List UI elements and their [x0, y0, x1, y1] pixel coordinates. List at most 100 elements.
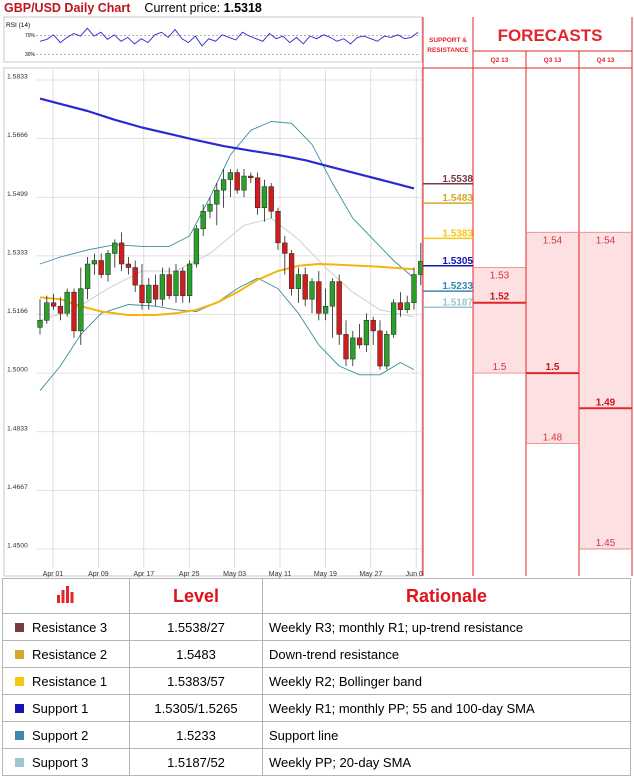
- candle: [152, 274, 159, 307]
- candle: [207, 197, 213, 219]
- level-color-swatch: [15, 623, 24, 633]
- forecast-quarter-label: Q3 13: [544, 57, 562, 64]
- candle-body: [98, 260, 104, 275]
- level-value: 1.5538/27: [129, 613, 263, 641]
- candle: [214, 183, 220, 226]
- candle-body: [343, 334, 349, 360]
- y-tick-label: 1.5833: [7, 74, 28, 81]
- level-value: 1.5233: [129, 721, 263, 749]
- candle-body: [377, 330, 383, 367]
- x-tick-label: May 11: [269, 571, 292, 578]
- y-tick-label: 1.5499: [7, 191, 28, 198]
- candle: [64, 288, 70, 317]
- candle: [377, 320, 383, 370]
- forecast-high-label: 1.53: [490, 271, 510, 282]
- candle-body: [418, 260, 424, 275]
- level-row: Resistance 3 1.5538/27 Weekly R3; monthly …: [2, 613, 631, 641]
- sr-header-line2: RESISTANCE: [427, 47, 469, 54]
- candle: [84, 256, 91, 300]
- candle: [356, 323, 363, 349]
- sr-level-label: 1.5305: [442, 256, 473, 267]
- candle: [159, 267, 166, 307]
- candle-body: [64, 291, 70, 314]
- candle-body: [37, 320, 43, 328]
- candle-body: [329, 281, 336, 307]
- level-column-header: Level: [129, 578, 263, 614]
- bollinger-lower-line: [39, 277, 415, 391]
- sma-55-line: [39, 263, 415, 316]
- candle: [112, 239, 118, 268]
- candle-body: [322, 305, 329, 314]
- candle-body: [350, 337, 356, 360]
- candle-body: [275, 210, 281, 244]
- forecast-median-label: 1.52: [490, 292, 510, 303]
- candle: [105, 249, 111, 282]
- level-name: Support 3: [32, 755, 89, 771]
- candle: [411, 267, 417, 310]
- candle-body: [180, 270, 186, 296]
- level-value: 1.5305/1.5265: [129, 694, 263, 722]
- candle: [220, 169, 227, 208]
- candle-body: [295, 274, 302, 289]
- candle-body: [404, 302, 410, 311]
- level-row: Resistance 1 1.5383/57 Weekly R2; Bollinge…: [2, 667, 631, 695]
- candle-body: [105, 253, 111, 275]
- candle: [322, 288, 329, 321]
- level-name: Resistance 1: [32, 674, 108, 690]
- candle: [295, 267, 302, 303]
- level-color-swatch: [15, 704, 24, 714]
- y-tick-label: 1.5166: [7, 308, 28, 315]
- candle: [91, 253, 98, 275]
- candle: [180, 267, 186, 303]
- candle-body: [227, 172, 234, 180]
- candle-body: [125, 263, 132, 268]
- x-tick-label: Apr 01: [43, 571, 64, 578]
- candle: [343, 320, 349, 367]
- x-tick-label: May 19: [314, 571, 337, 578]
- rsi-lower-label: 30%: [25, 52, 36, 58]
- level-value: 1.5383/57: [129, 667, 263, 695]
- level-name: Support 2: [32, 728, 89, 744]
- candle: [57, 297, 64, 321]
- y-tick-label: 1.4833: [7, 425, 28, 432]
- candle: [44, 295, 50, 324]
- candle: [282, 235, 288, 275]
- candle-body: [118, 242, 125, 265]
- candle-body: [261, 186, 268, 208]
- y-tick-label: 1.5666: [7, 132, 28, 139]
- candle-body: [207, 203, 213, 212]
- level-rationale: Weekly PP; 20-day SMA: [262, 748, 631, 776]
- candle: [125, 256, 132, 275]
- level-color-swatch: [15, 758, 24, 768]
- candle: [390, 299, 397, 338]
- candle-body: [288, 253, 295, 289]
- forecasts-panel: FORECASTS Q2 13 1.53 1.5 1.52 Q3 13 1.54 1.48 1…: [473, 17, 633, 576]
- candle: [98, 253, 104, 279]
- bar-chart-icon: [2, 578, 130, 614]
- candle: [316, 271, 322, 321]
- candle-body: [309, 281, 315, 300]
- candle-body: [241, 175, 247, 191]
- rsi-panel: RSI (14) 70% 30%: [3, 16, 423, 63]
- candle: [146, 278, 152, 310]
- candle-body: [390, 302, 397, 335]
- current-price-value: 1.5318: [223, 1, 262, 15]
- candle-body: [411, 274, 417, 303]
- level-name-cell: Support 3: [2, 748, 130, 776]
- candle: [329, 278, 336, 338]
- candle-body: [234, 172, 240, 191]
- candle: [350, 330, 356, 367]
- candle: [193, 225, 200, 268]
- forecast-median-label: 1.49: [596, 397, 616, 408]
- rsi-label: RSI (14): [6, 22, 30, 29]
- candle: [118, 232, 125, 272]
- candle: [268, 183, 274, 219]
- level-name: Resistance 3: [32, 620, 108, 636]
- forecast-median-label: 1.5: [546, 362, 560, 373]
- x-tick-labels: Apr 01 Apr 09 Apr 17 Apr 25 May 03 May 11 May …: [43, 571, 427, 578]
- forecast-quarter-label: Q2 13: [491, 57, 509, 64]
- sr-level-label: 1.5187: [442, 297, 473, 308]
- forecast-low-label: 1.48: [543, 432, 563, 443]
- candle-body: [91, 260, 98, 265]
- candle: [132, 260, 138, 293]
